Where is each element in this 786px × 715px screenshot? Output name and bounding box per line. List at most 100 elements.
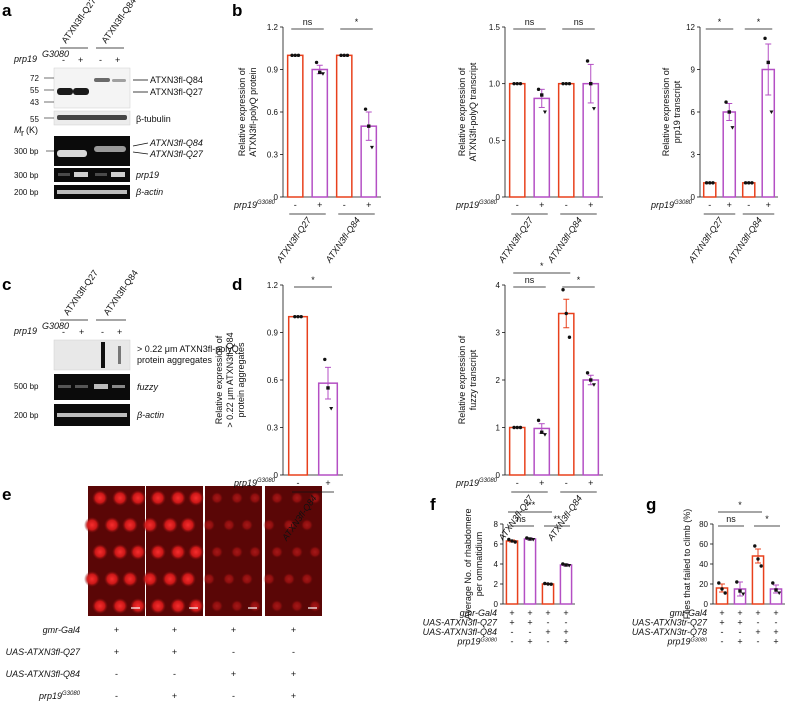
genotype-sign: +: [755, 627, 760, 637]
y-tick-label: 0: [274, 193, 279, 202]
bar: [557, 82, 575, 198]
data-point: [720, 587, 724, 591]
ommatidium: [162, 517, 178, 533]
e-sign: -: [292, 647, 295, 657]
c-sign-2: +: [79, 327, 84, 337]
genotype-sign: -: [516, 200, 519, 210]
genotype-sign: -: [511, 627, 514, 637]
e-row-label: prp19G3080: [38, 691, 81, 701]
ommatidium: [130, 544, 146, 560]
ommatidium: [203, 573, 215, 585]
genotype-sign: +: [317, 200, 322, 210]
band-label-tubulin: β-tubulin: [136, 114, 171, 124]
ommatidium: [223, 573, 235, 585]
genotype-row-sup: G3080: [479, 200, 498, 206]
genotype-sign: +: [509, 618, 514, 628]
panel-letter-c: c: [2, 275, 11, 294]
sig-label: ns: [525, 17, 535, 27]
group-label: ATXN3fl-Q27: [496, 215, 536, 266]
genotype-row-label: UAS-ATXN3fl-Q27: [423, 618, 498, 628]
agg-label-1: > 0.22 μm ATXN3fl-polyQ: [137, 344, 239, 354]
chart-b3: 0 3 6 9 12 Relative expression of prp19 transc…: [650, 17, 778, 265]
lane-label-c-q84: ATXN3fl-Q84: [101, 268, 140, 317]
ommatidium: [249, 546, 261, 558]
bar: [335, 54, 353, 198]
bar: [508, 426, 526, 476]
group-label: ATXN3fl-Q84: [323, 215, 362, 265]
data-point: [339, 53, 343, 58]
genotype-sign: +: [545, 608, 550, 618]
e-sign: -: [173, 669, 176, 679]
y-axis-label: per ommatidium: [474, 532, 484, 597]
chart-f: 0 2 4 6 8 Average No. of rhabdomere per ommati…: [423, 500, 575, 647]
y-tick-label: 3: [496, 329, 501, 338]
data-point: [363, 107, 368, 111]
ommatidium: [263, 573, 275, 585]
bar: [559, 564, 573, 605]
ommatidium: [170, 598, 186, 614]
e-sign: +: [291, 691, 296, 701]
y-axis-label: Average No. of rhabdomere: [463, 509, 473, 620]
genotype-sign: -: [529, 627, 532, 637]
group-label: ATXN3fl-Q27: [274, 215, 314, 266]
genotype-row-label: prp19G3080: [666, 637, 707, 647]
blot-atxn3: [53, 67, 131, 109]
y-tick-label: 8: [494, 520, 499, 529]
genotype-row-label: gmr-Gal4: [460, 608, 497, 618]
panel-c-filter-trap: ATXN3fl-Q27 ATXN3fl-Q84 prp19 G3080 - + …: [13, 268, 239, 426]
y-tick-label: 20: [699, 580, 708, 589]
y-axis-label: > 0.22 μm ATXN3fl-Q84: [225, 332, 235, 427]
y-tick-label: 0.6: [267, 376, 279, 385]
genotype-row-label: prp19G3080: [456, 637, 497, 647]
mw-unit: (K): [26, 125, 38, 135]
y-tick-label: 2: [494, 580, 499, 589]
genotype-sign: +: [766, 200, 771, 210]
bar: [523, 538, 537, 605]
y-tick-label: 0: [704, 600, 709, 609]
y-tick-label: 0: [274, 471, 279, 480]
gel-prp19: [54, 168, 130, 182]
data-point: [536, 418, 541, 423]
genotype-sign: -: [294, 200, 297, 210]
genotype-sign: +: [773, 608, 778, 618]
ommatidium: [142, 571, 158, 587]
genotype-sign: -: [721, 637, 724, 647]
ommatidium: [92, 598, 108, 614]
ommatidium: [249, 492, 261, 504]
y-tick-label: 0.5: [489, 136, 501, 145]
sig-label: *: [577, 275, 581, 285]
panel-a-western-blot: ATXN3fl-Q27 ATXN3fl-Q84 prp19 G3080 - + …: [13, 0, 204, 199]
data-point: [515, 81, 519, 86]
data-point: [727, 110, 731, 114]
genotype-sign: -: [565, 478, 568, 488]
ommatidium: [188, 490, 204, 506]
y-axis-label: prp19 transcript: [672, 80, 682, 143]
panel-letter-d: d: [232, 275, 242, 294]
genotype-sign: -: [775, 618, 778, 628]
ommatidium: [92, 490, 108, 506]
genotype-row-sup: G3080: [480, 638, 497, 644]
ommatidium: [309, 492, 321, 504]
data-point: [766, 60, 770, 65]
genotype-sign: +: [563, 608, 568, 618]
bar: [533, 97, 551, 198]
mw-43: 43: [30, 98, 39, 107]
ommatidium: [150, 598, 166, 614]
bar: [286, 54, 304, 198]
data-point: [567, 564, 572, 568]
y-axis-label: Relative expression of: [214, 335, 224, 424]
genotype-sign: +: [727, 200, 732, 210]
data-point: [542, 433, 547, 437]
data-point: [750, 181, 754, 185]
data-point: [756, 557, 760, 561]
ommatidium: [180, 571, 196, 587]
ommatidium: [291, 600, 303, 612]
y-tick-label: 1.2: [267, 281, 279, 290]
ommatidium: [211, 600, 223, 612]
genotype-sign: -: [747, 200, 750, 210]
group-label: ATXN3fl-Q27: [686, 215, 726, 266]
genotype-sign: +: [737, 637, 742, 647]
panel-letter-f: f: [430, 495, 436, 514]
genotype-sign: +: [737, 618, 742, 628]
sign-4: +: [115, 55, 120, 65]
